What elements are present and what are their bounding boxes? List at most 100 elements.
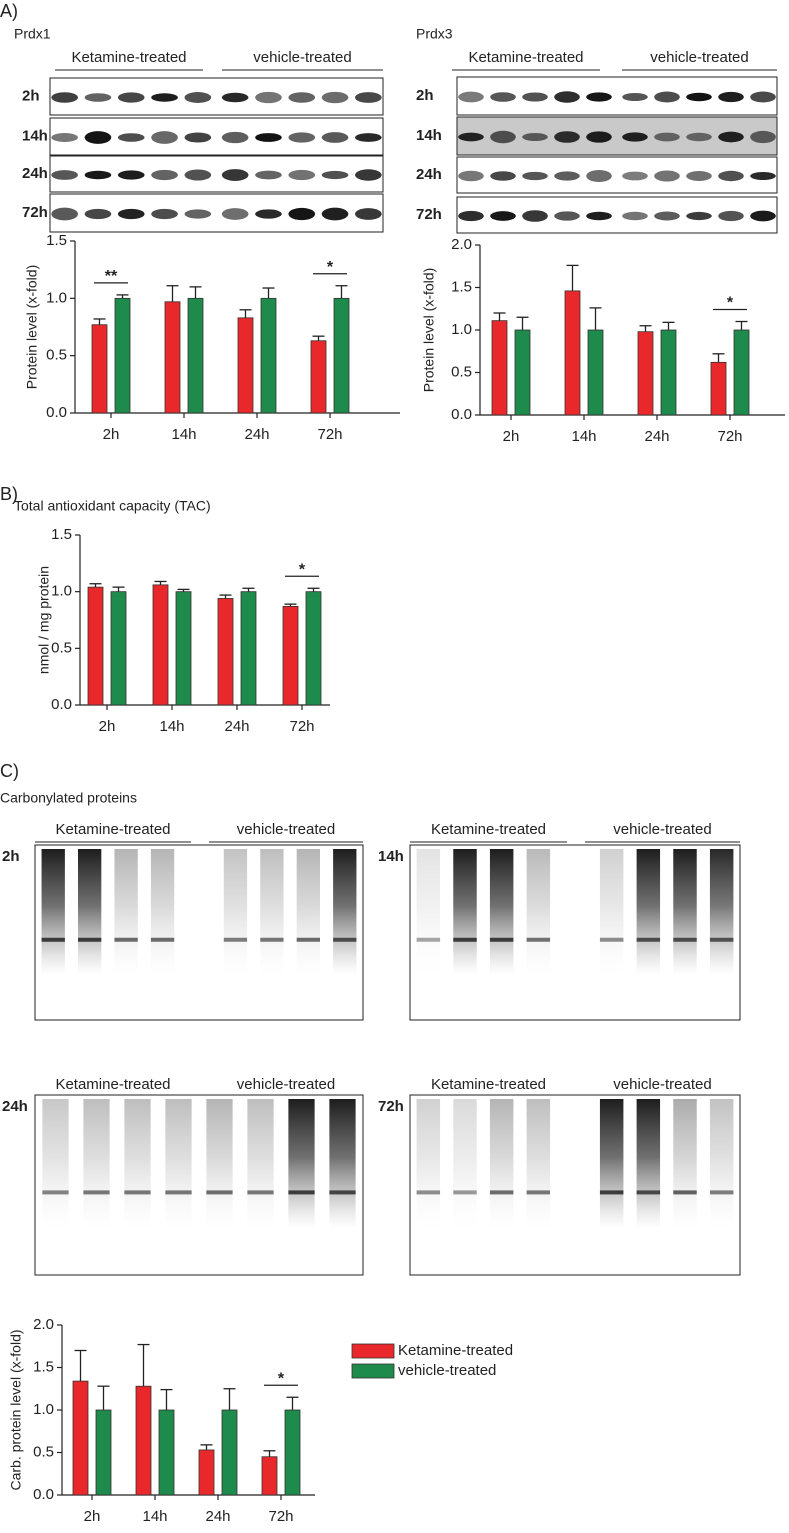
lane [78,849,102,975]
band [321,91,349,104]
bar [710,361,727,416]
lane [526,849,551,975]
band [654,211,680,221]
bar [72,1380,89,1496]
bar [310,340,327,414]
row-label: 2h [2,848,20,865]
y-tick-label: 1.0 [46,289,67,306]
legend-swatch [351,1343,395,1359]
row-label: 24h [2,1098,28,1115]
band [329,1190,356,1195]
y-tick-label: 0.0 [451,406,472,423]
group-label: vehicle-treated [253,49,351,66]
panel-label: A) [0,1,18,21]
band [221,169,249,181]
band [599,1190,624,1195]
band [165,1190,192,1195]
x-tick-label: 72h [268,1508,293,1525]
band [321,132,349,143]
significance-label: * [299,561,306,578]
y-tick-label: 0.5 [33,1443,54,1460]
row-label: 14h [22,127,48,144]
x-tick-label: 24h [644,428,669,445]
band [117,170,145,180]
lane [416,1099,441,1229]
legend-label: Ketamine-treated [398,1342,513,1359]
band [416,937,441,942]
band [709,1190,734,1195]
band [554,171,580,181]
group-label: Ketamine-treated [55,1076,170,1093]
x-tick-label: 2h [84,1508,101,1525]
y-tick-label: 0.5 [46,347,67,364]
lane [673,1099,697,1229]
band [223,937,248,942]
band [151,208,178,220]
bar [135,1385,152,1496]
y-tick-label: 2.0 [33,1316,54,1333]
band [355,169,382,181]
x-tick-label: 14h [142,1508,167,1525]
bar [175,591,192,706]
bar [164,301,181,414]
band [490,171,516,181]
band [184,169,212,181]
row-label: 72h [416,206,442,223]
group-label: Ketamine-treated [71,49,186,66]
lane [288,1099,315,1229]
band [184,132,212,143]
row-label: 14h [416,127,442,144]
band [686,170,712,182]
y-tick-label: 1.0 [51,583,72,600]
band [78,937,102,942]
significance-label: * [278,1370,285,1387]
band [206,1190,233,1195]
band [673,1190,697,1195]
bar [564,290,581,416]
band [489,1190,514,1195]
panel-label: B) [0,484,18,504]
row-label: 14h [378,848,404,865]
bar [514,329,531,416]
bar [114,297,131,414]
band [750,210,776,222]
band [586,92,612,102]
group-label: Ketamine-treated [468,49,583,66]
group-label: vehicle-treated [237,1076,335,1093]
lane [83,1099,110,1229]
band [522,171,548,181]
significance-label: * [727,295,734,312]
band [750,130,776,144]
band [622,171,648,181]
chart-title: Total antioxidant capacity (TAC) [14,498,211,514]
band [416,1190,441,1195]
y-tick-label: 1.0 [33,1401,54,1418]
lane [329,1099,356,1229]
band [718,170,744,182]
bar [260,297,277,414]
bar [110,591,127,706]
band [458,210,484,222]
y-tick-label: 0.0 [46,404,67,421]
x-tick-label: 24h [205,1508,230,1525]
y-tick-label: 1.5 [451,278,472,295]
band [654,170,680,182]
band [586,211,612,221]
band [458,132,484,142]
y-axis-label: Protein level (x-fold) [24,265,40,390]
band [686,211,712,221]
band [221,92,249,103]
band [586,131,612,143]
band [288,1190,315,1195]
x-tick-label: 24h [224,718,249,735]
bar [240,591,257,706]
bar [87,586,104,706]
bar [237,317,254,414]
group-label: Ketamine-treated [431,821,546,838]
group-label: vehicle-treated [237,821,335,838]
lane [333,849,357,975]
group-label: Ketamine-treated [431,1076,546,1093]
lane [150,849,175,975]
bar [284,1409,301,1496]
x-tick-label: 14h [171,426,196,443]
